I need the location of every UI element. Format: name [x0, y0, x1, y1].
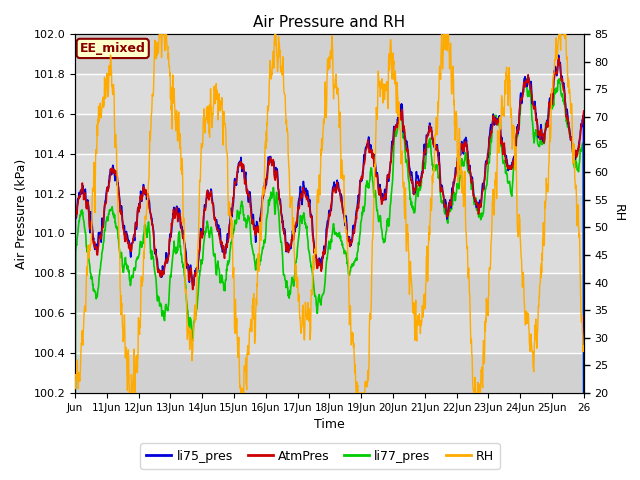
RH — [574, 202, 582, 208]
Legend: li75_pres, AtmPres, li77_pres, RH: li75_pres, AtmPres, li77_pres, RH — [140, 444, 500, 469]
li77_pres — [524, 94, 532, 99]
li75_pres — [573, 148, 581, 154]
li75_pres — [306, 204, 314, 210]
Bar — [75, 114, 584, 154]
RH — [307, 326, 314, 332]
Line: li77_pres: li77_pres — [75, 77, 584, 393]
Bar — [75, 353, 584, 393]
Bar — [75, 193, 584, 233]
Line: RH: RH — [75, 34, 584, 393]
AtmPres — [449, 184, 457, 190]
li75_pres — [524, 81, 531, 86]
RH — [151, 37, 159, 43]
li75_pres — [151, 247, 159, 252]
RH — [125, 390, 133, 396]
Y-axis label: RH: RH — [612, 204, 625, 223]
AtmPres — [580, 108, 588, 114]
li77_pres — [151, 268, 159, 274]
Line: AtmPres: AtmPres — [75, 58, 584, 289]
AtmPres — [189, 287, 196, 292]
li75_pres — [449, 185, 457, 191]
li75_pres — [555, 52, 563, 58]
li75_pres — [580, 390, 588, 396]
li77_pres — [580, 390, 588, 396]
AtmPres — [574, 146, 582, 152]
Text: EE_mixed: EE_mixed — [80, 42, 146, 55]
AtmPres — [555, 55, 563, 61]
AtmPres — [524, 75, 532, 81]
Line: li75_pres: li75_pres — [75, 55, 584, 393]
RH — [316, 173, 324, 179]
AtmPres — [71, 217, 79, 223]
X-axis label: Time: Time — [314, 419, 345, 432]
li75_pres — [316, 258, 323, 264]
li77_pres — [522, 74, 529, 80]
li77_pres — [316, 297, 323, 303]
li77_pres — [71, 390, 79, 396]
AtmPres — [151, 247, 159, 253]
RH — [71, 376, 79, 382]
AtmPres — [316, 261, 324, 266]
RH — [524, 312, 532, 317]
AtmPres — [307, 214, 314, 219]
RH — [450, 77, 458, 83]
RH — [156, 31, 163, 37]
li77_pres — [306, 255, 314, 261]
li75_pres — [71, 390, 79, 396]
RH — [580, 348, 588, 354]
Title: Air Pressure and RH: Air Pressure and RH — [253, 15, 406, 30]
li77_pres — [573, 167, 581, 172]
li77_pres — [449, 197, 457, 203]
Bar — [75, 274, 584, 313]
Bar — [75, 34, 584, 74]
Y-axis label: Air Pressure (kPa): Air Pressure (kPa) — [15, 158, 28, 269]
